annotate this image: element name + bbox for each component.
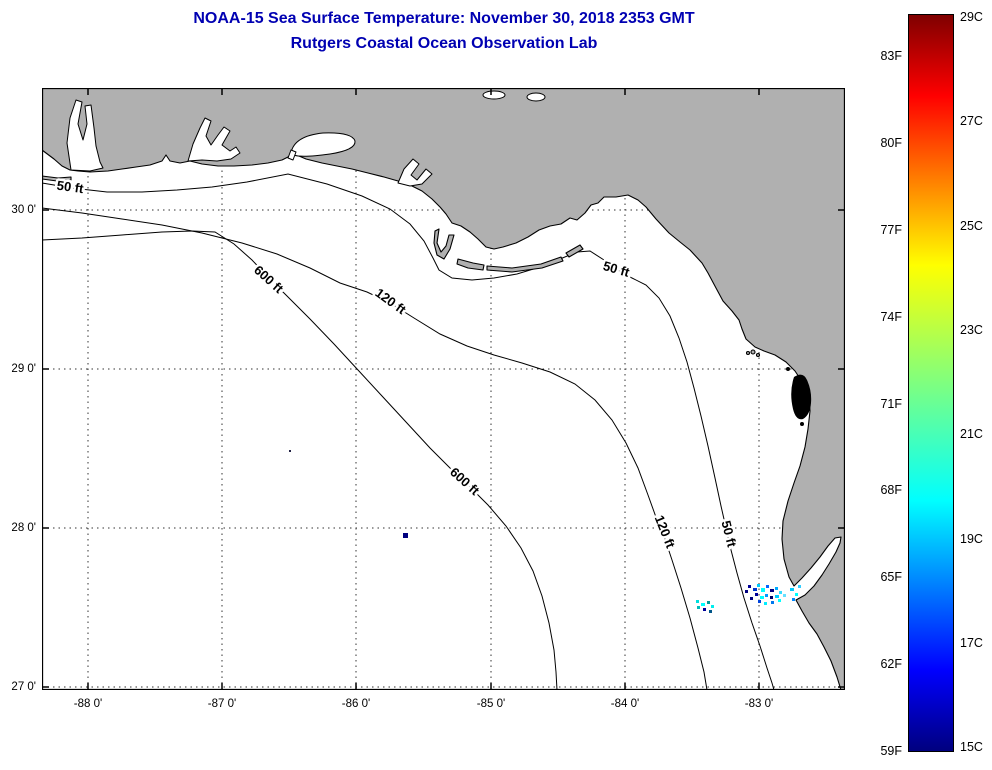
tick-mark-layer (42, 88, 845, 690)
sst-pixel (760, 596, 764, 599)
sst-pixel (775, 595, 779, 598)
y-tick-label: 29 0' (11, 363, 36, 375)
cedar-key-islet (750, 349, 756, 355)
sst-pixel (766, 585, 769, 588)
colorbar-label-celsius: 17C (960, 636, 983, 650)
sst-pixel (775, 587, 778, 590)
sst-pixel (798, 585, 801, 588)
sst-pixel (792, 598, 795, 601)
colorbar-label-celsius: 27C (960, 114, 983, 128)
colorbar-gradient (908, 14, 954, 752)
sst-pixel (761, 588, 765, 592)
y-tick-label: 28 0' (11, 522, 36, 534)
colorbar-label-celsius: 19C (960, 532, 983, 546)
contour-600ft (42, 230, 558, 690)
colorbar-label-fahrenheit: 59F (880, 744, 902, 758)
sst-pixel-layer (289, 450, 801, 613)
barrier-island-west (42, 175, 72, 182)
sst-pixel (757, 584, 760, 587)
land-layer (42, 88, 845, 690)
colorbar-label-fahrenheit: 68F (880, 483, 902, 497)
colorbar-label-fahrenheit: 83F (880, 49, 902, 63)
barrier-island-st-vincent (456, 258, 485, 271)
x-tick-label: -88 0' (73, 698, 103, 710)
sst-pixel (750, 597, 753, 600)
sst-pixel (289, 450, 291, 452)
sst-pixel (764, 602, 767, 605)
chart-title-line1: NOAA-15 Sea Surface Temperature: Novembe… (193, 10, 695, 27)
colorbar-label-fahrenheit: 74F (880, 310, 902, 324)
chart-title: NOAA-15 Sea Surface Temperature: Novembe… (0, 6, 888, 56)
sst-pixel (709, 610, 712, 613)
land-mass (42, 88, 845, 690)
sst-pixel (696, 600, 699, 603)
sst-pixel (795, 593, 798, 596)
sst-pixel (783, 594, 786, 597)
st-andrew-bay (397, 158, 433, 187)
sst-pixel (758, 600, 761, 603)
colorbar-label-celsius: 25C (960, 219, 983, 233)
barrier-island-st-george (486, 256, 564, 273)
cedar-key-islet (755, 352, 761, 358)
colorbar-label-fahrenheit: 71F (880, 397, 902, 411)
sst-pixel (697, 606, 700, 609)
axes-border (42, 88, 845, 690)
sst-pixel (748, 585, 751, 588)
marsh-dot (800, 422, 804, 426)
barrier-island-dog (565, 244, 584, 258)
choctawhatchee-bay (290, 132, 356, 157)
x-tick-label: -85 0' (476, 698, 506, 710)
sst-pixel (745, 590, 748, 593)
x-tick-label: -83 0' (744, 698, 774, 710)
map-area: 50 ft 600 ft 120 ft 50 ft 600 ft 120 ft 50 ft … (11, 88, 845, 710)
x-tick-label: -87 0' (207, 698, 237, 710)
lake-seminole (482, 90, 506, 100)
sst-pixel (778, 599, 781, 602)
mobile-bay (66, 99, 104, 172)
contour-50ft (42, 173, 775, 690)
sst-pixel (707, 601, 710, 604)
chart-title-line2: Rutgers Coastal Ocean Observation Lab (290, 35, 598, 52)
bays-layer (66, 90, 546, 187)
marsh-blob-shape (791, 374, 812, 420)
colorbar-label-celsius: 15C (960, 740, 983, 754)
pensacola-bay (187, 117, 241, 162)
sst-pixel (779, 591, 782, 594)
colorbar-label-fahrenheit: 65F (880, 570, 902, 584)
colorbar-label-fahrenheit: 80F (880, 136, 902, 150)
sst-pixel (703, 608, 706, 611)
choctawhatchee-pass (287, 149, 297, 161)
sst-pixel (770, 589, 774, 592)
sst-pixel (755, 593, 758, 596)
sst-pixel (771, 601, 774, 604)
x-tick-label: -86 0' (341, 698, 371, 710)
y-tick-label: 27 0' (11, 681, 36, 693)
colorbar-label-celsius: 21C (960, 427, 983, 441)
marsh-dot (786, 367, 790, 371)
bathymetry-contours (42, 173, 775, 690)
marsh-coast-blob (786, 367, 812, 426)
colorbar-label-fahrenheit: 62F (880, 657, 902, 671)
lake-talquin (526, 92, 546, 102)
sst-pixel (711, 605, 714, 608)
cedar-key-islet (745, 350, 751, 356)
sst-pixel (770, 596, 773, 599)
sst-pixel (701, 603, 705, 606)
contour-depth-label: 50 ft (56, 178, 85, 197)
contour-120ft (42, 207, 708, 690)
sst-pixel (753, 588, 757, 591)
cape-san-blas-spit (433, 228, 455, 260)
colorbar: 83F 80F 77F 74F 71F 68F 65F 62F 59F 29C 27C 25C 23C 2… (856, 0, 992, 770)
sst-pixel (403, 533, 408, 538)
colorbar-label-fahrenheit: 77F (880, 223, 902, 237)
x-tick-label: -84 0' (610, 698, 640, 710)
colorbar-label-celsius: 23C (960, 323, 983, 337)
y-tick-label: 30 0' (11, 204, 36, 216)
colorbar-label-celsius: 29C (960, 10, 983, 24)
sst-pixel (765, 594, 768, 597)
sst-pixel (790, 588, 794, 591)
